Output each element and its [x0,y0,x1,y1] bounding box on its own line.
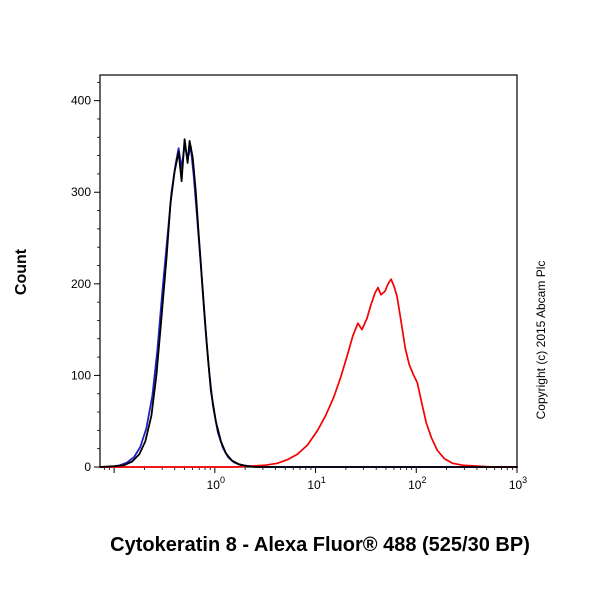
x-tick-label: 100 [207,475,225,492]
plot-frame [99,74,518,468]
y-tick-label: 200 [71,277,91,291]
series-red-curve [99,278,518,468]
y-tick-label: 100 [71,368,91,382]
y-tick-label: 300 [71,185,91,199]
series-black-curve [99,138,518,468]
x-tick-label: 102 [408,475,426,492]
copyright-notice: Copyright (c) 2015 Abcam Plc [534,260,548,420]
y-tick-label: 400 [71,94,91,108]
chart-title: Cytokeratin 8 - Alexa Fluor® 488 (525/30… [110,534,530,556]
x-tick-label: 103 [509,475,527,492]
x-tick-label: 101 [307,475,325,492]
y-tick-label: 0 [84,460,91,474]
y-axis-label: Count [13,248,30,296]
